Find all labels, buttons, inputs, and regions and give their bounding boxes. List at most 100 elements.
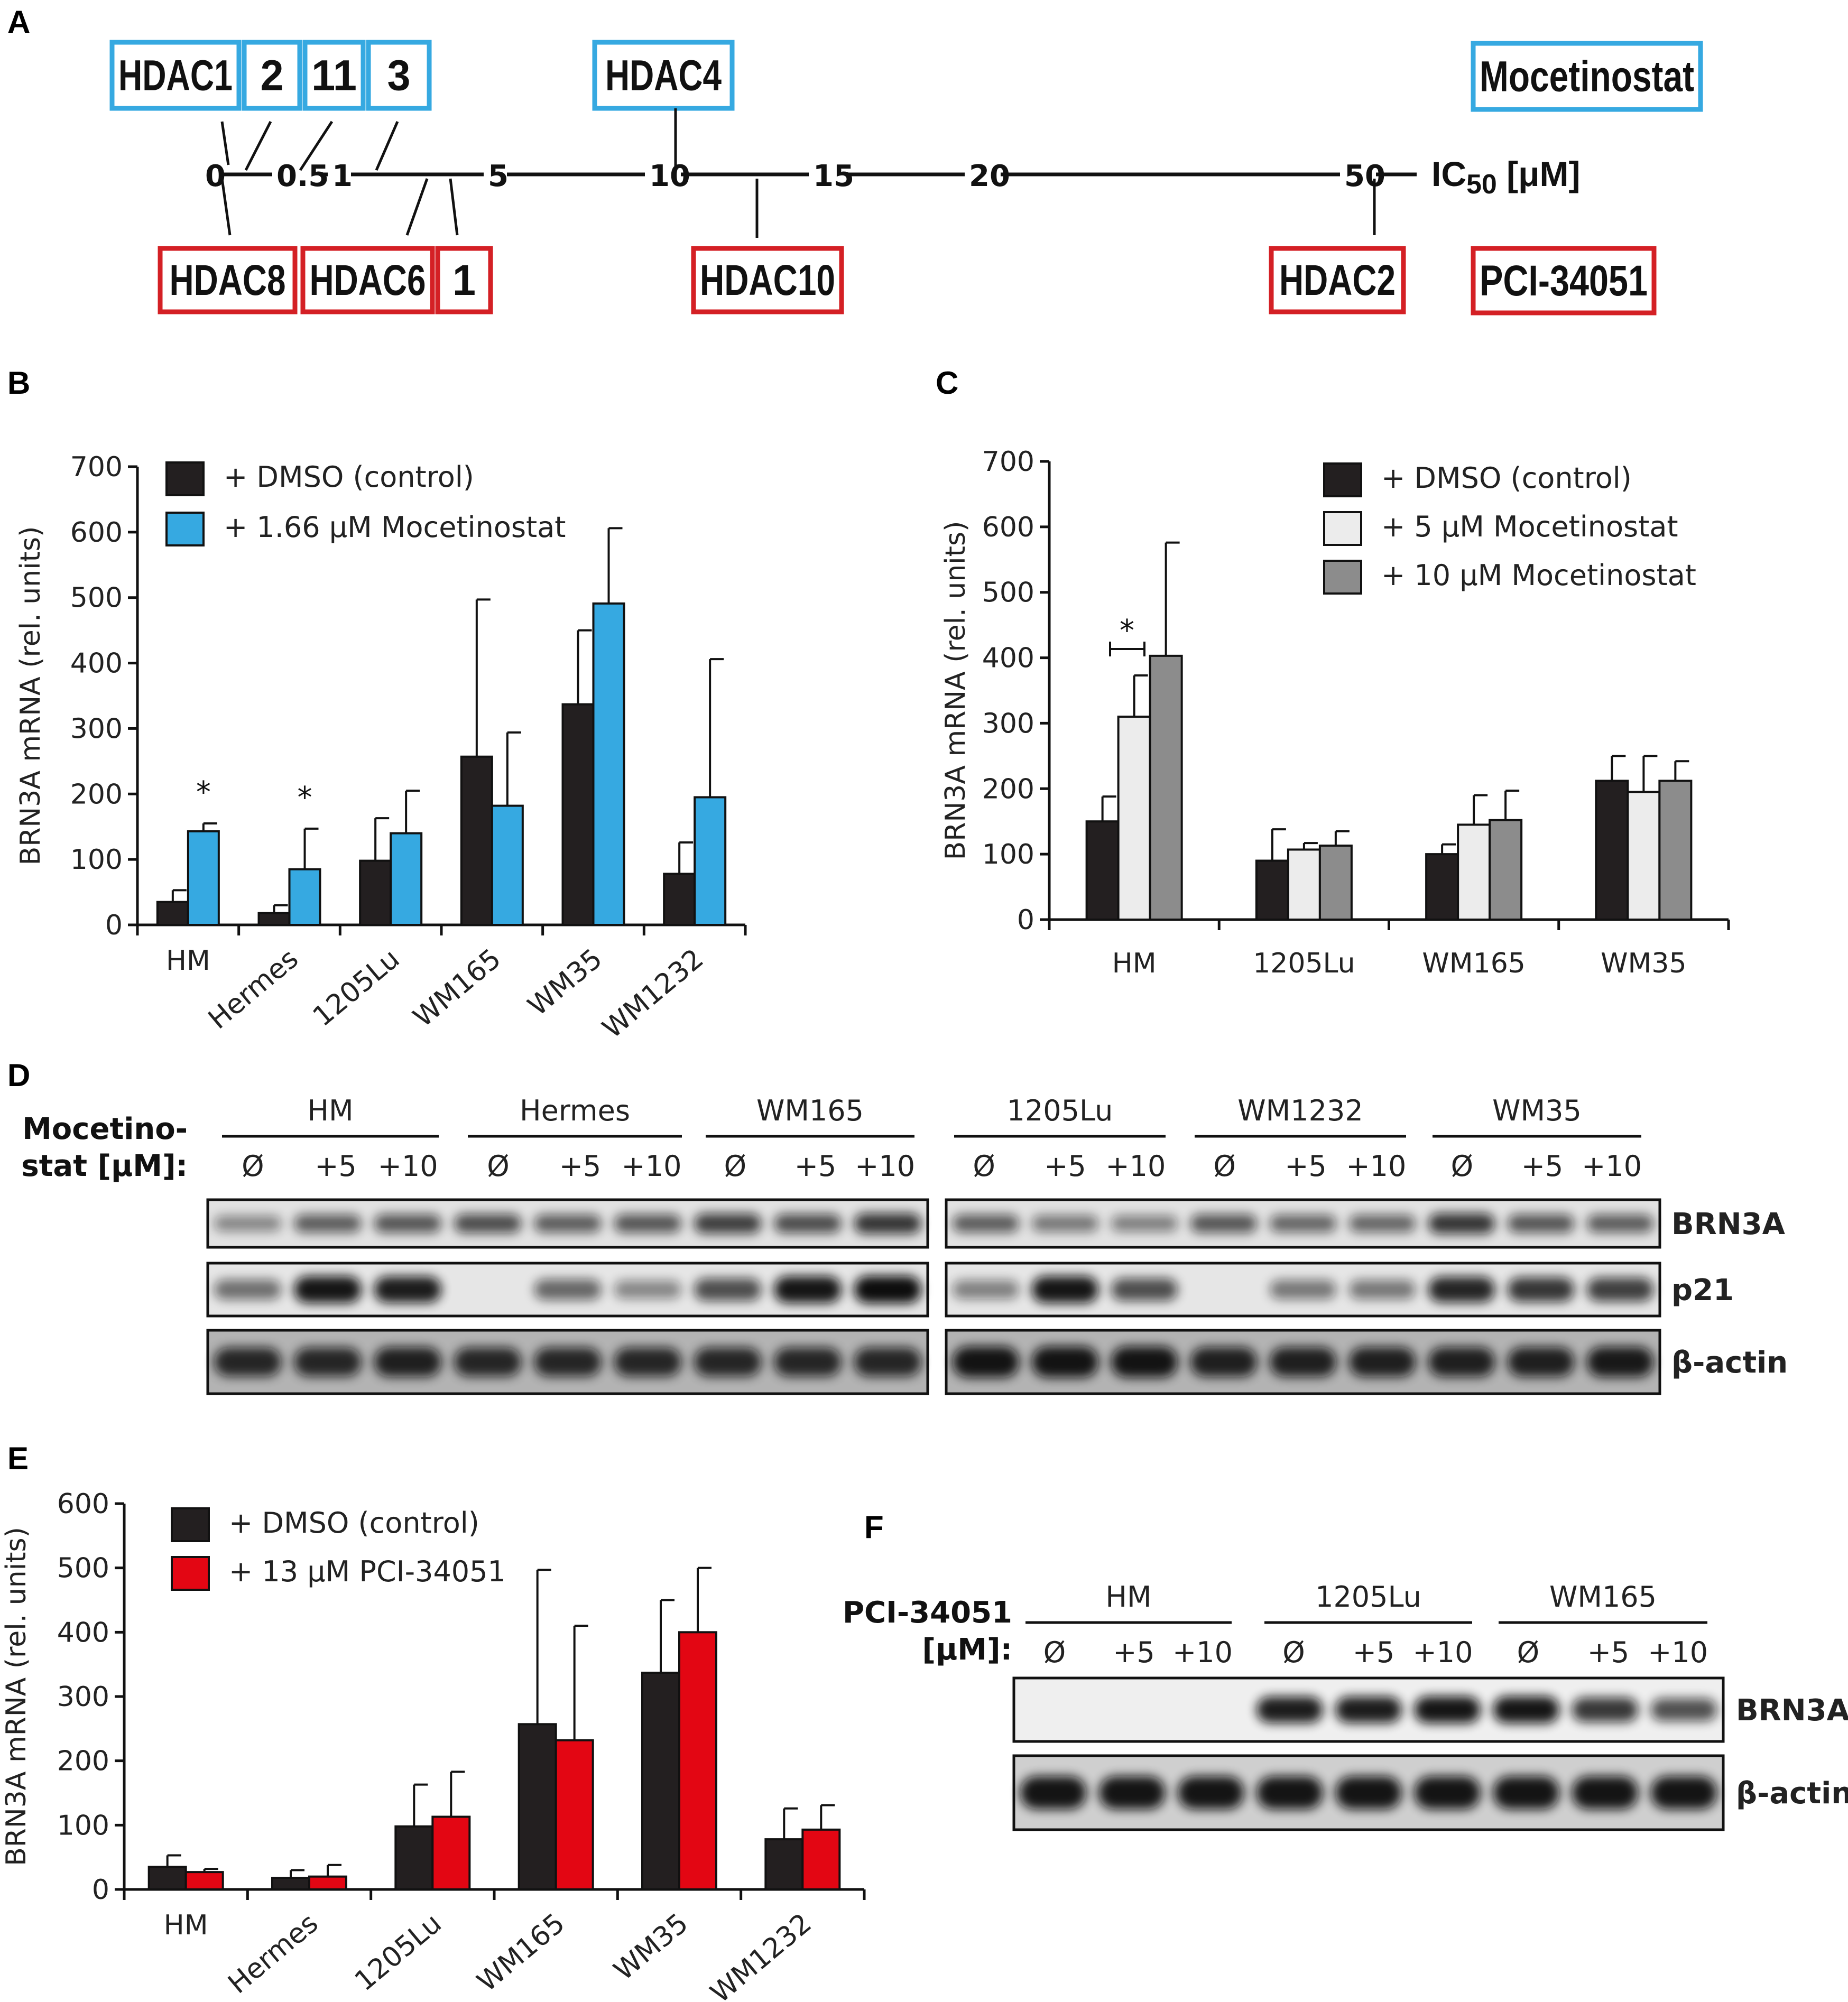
ic50-axis-label: IC50 [μM] — [1431, 154, 1581, 200]
y-tick-label: 200 — [57, 1746, 109, 1777]
blot-band — [1270, 1215, 1336, 1232]
blot-band — [1414, 1776, 1481, 1810]
legend-label: + 5 μM Mocetinostat — [1381, 510, 1678, 543]
significance-star: * — [298, 781, 312, 815]
blot-band — [854, 1276, 921, 1303]
y-axis-label: BRN3A mRNA (rel. units) — [1, 1527, 32, 1866]
blot-band — [694, 1278, 762, 1301]
blot-band — [614, 1280, 681, 1299]
y-tick-label: 600 — [982, 512, 1034, 543]
blot-band — [1508, 1277, 1574, 1302]
y-tick-label: 700 — [70, 451, 123, 483]
ic50-box-top-1 — [242, 40, 302, 111]
blot-band — [374, 1214, 441, 1233]
blot-band — [1428, 1276, 1495, 1303]
blot-band — [854, 1213, 921, 1234]
blot-band — [214, 1216, 282, 1231]
ic50-box-top-4 — [592, 40, 735, 111]
blot-band — [214, 1347, 282, 1377]
bar — [1255, 859, 1289, 921]
legend-swatch — [1323, 511, 1362, 546]
blot-band — [294, 1276, 362, 1303]
x-tick-label: Hermes — [202, 943, 304, 1035]
bar — [518, 1723, 557, 1890]
blot-lane-label: +5 — [1113, 1636, 1155, 1669]
blot-band — [1270, 1347, 1336, 1377]
tick-label-bg — [328, 155, 351, 193]
panel-label-f: F — [864, 1509, 884, 1545]
ic50-tick-label: 10 — [649, 159, 690, 193]
bar — [592, 602, 625, 926]
blot-lane-label: Ø — [1213, 1150, 1236, 1183]
y-tick-label: 300 — [70, 713, 123, 745]
y-tick-label: 100 — [70, 844, 123, 876]
bar — [184, 1871, 224, 1890]
ic50-box-bottom-1-label: HDAC6 — [310, 256, 426, 304]
bar — [1489, 819, 1523, 921]
bar — [663, 873, 696, 926]
blot-band — [774, 1347, 842, 1377]
blot-group-label: Hermes — [520, 1094, 630, 1127]
legend-swatch — [171, 1507, 210, 1542]
ic50-box-bottom-3 — [691, 246, 844, 314]
ic50-tick-label: 5 — [488, 159, 509, 193]
panel-label-a: A — [7, 4, 30, 40]
x-tick-label: WM165 — [408, 943, 507, 1034]
bar — [359, 859, 392, 926]
legend-pci-box-label: PCI-34051 — [1480, 257, 1648, 305]
y-axis-label: BRN3A mRNA (rel. units) — [15, 526, 47, 866]
blot-band — [614, 1214, 681, 1233]
legend-label: + DMSO (control) — [1381, 461, 1632, 495]
y-tick-label: 600 — [57, 1488, 109, 1520]
blot-lane-label: +5 — [1353, 1636, 1395, 1669]
ic50-box-top-0-label: HDAC1 — [118, 52, 233, 100]
ic50-box-top-2 — [302, 40, 366, 111]
blot-band — [1587, 1277, 1653, 1302]
blot-band — [1190, 1347, 1257, 1377]
ic50-box-top-3-label: 3 — [387, 52, 411, 100]
ic50-box-top-0 — [109, 40, 242, 111]
blot-lane-label: +5 — [794, 1150, 837, 1183]
ic50-connector-line — [220, 178, 232, 236]
ic50-box-top-1-label: 2 — [261, 52, 284, 100]
blot-band — [1508, 1347, 1574, 1377]
x-tick-label: WM165 — [1422, 948, 1526, 979]
y-tick-label: 700 — [982, 446, 1034, 478]
blot-lane-label: +10 — [1648, 1636, 1708, 1669]
blot-lane-label: +10 — [378, 1150, 438, 1183]
bar — [308, 1875, 347, 1891]
blot-condition-label: Mocetino- — [22, 1112, 188, 1146]
blot-lane-label: Ø — [1043, 1636, 1066, 1669]
blot-lane-label: +10 — [622, 1150, 682, 1183]
bar — [288, 868, 321, 926]
blot-band — [614, 1347, 681, 1377]
western-blot-f: PCI-34051[μM]: HM Ø +5 +10 1205Lu Ø +5 +10 WM165 Ø… — [843, 1580, 1848, 1831]
bar — [641, 1671, 680, 1891]
blot-band — [1111, 1346, 1178, 1378]
y-tick-label: 300 — [57, 1681, 109, 1713]
chart-b: 0 100 200 300 400 500 600 700 BRN3A mRNA (rel. u… — [15, 451, 747, 1045]
blot-band — [694, 1213, 762, 1234]
legend-pci-box — [1471, 246, 1657, 316]
ic50-box-bottom-4-label: HDAC2 — [1279, 256, 1396, 304]
y-tick-label: 500 — [70, 582, 123, 614]
blot-band — [1020, 1776, 1087, 1810]
blot-band — [1349, 1347, 1416, 1377]
legend-mocetinostat-box — [1471, 41, 1703, 112]
blot-band — [774, 1213, 842, 1234]
ic50-diagram: 0 0.5 1 5 10 15 20 50 IC50 [μM]HDAC1 2 11 3 HDAC4HDA… — [109, 40, 1703, 316]
blot-band — [1111, 1278, 1178, 1301]
bar — [147, 1866, 187, 1891]
x-tick-label: HM — [166, 945, 210, 977]
blot-band — [454, 1347, 522, 1377]
legend-label: + DMSO (control) — [224, 460, 474, 494]
blot-lane-label: +10 — [1105, 1150, 1166, 1183]
panel-label-e: E — [7, 1441, 29, 1476]
blot-lane-label: +5 — [1285, 1150, 1327, 1183]
ic50-tick-label: 20 — [969, 159, 1010, 193]
tick-label-bg — [272, 155, 321, 193]
blot-lane-label: Ø — [724, 1150, 747, 1183]
y-tick-label: 600 — [70, 517, 123, 549]
blot-band — [1414, 1696, 1481, 1723]
